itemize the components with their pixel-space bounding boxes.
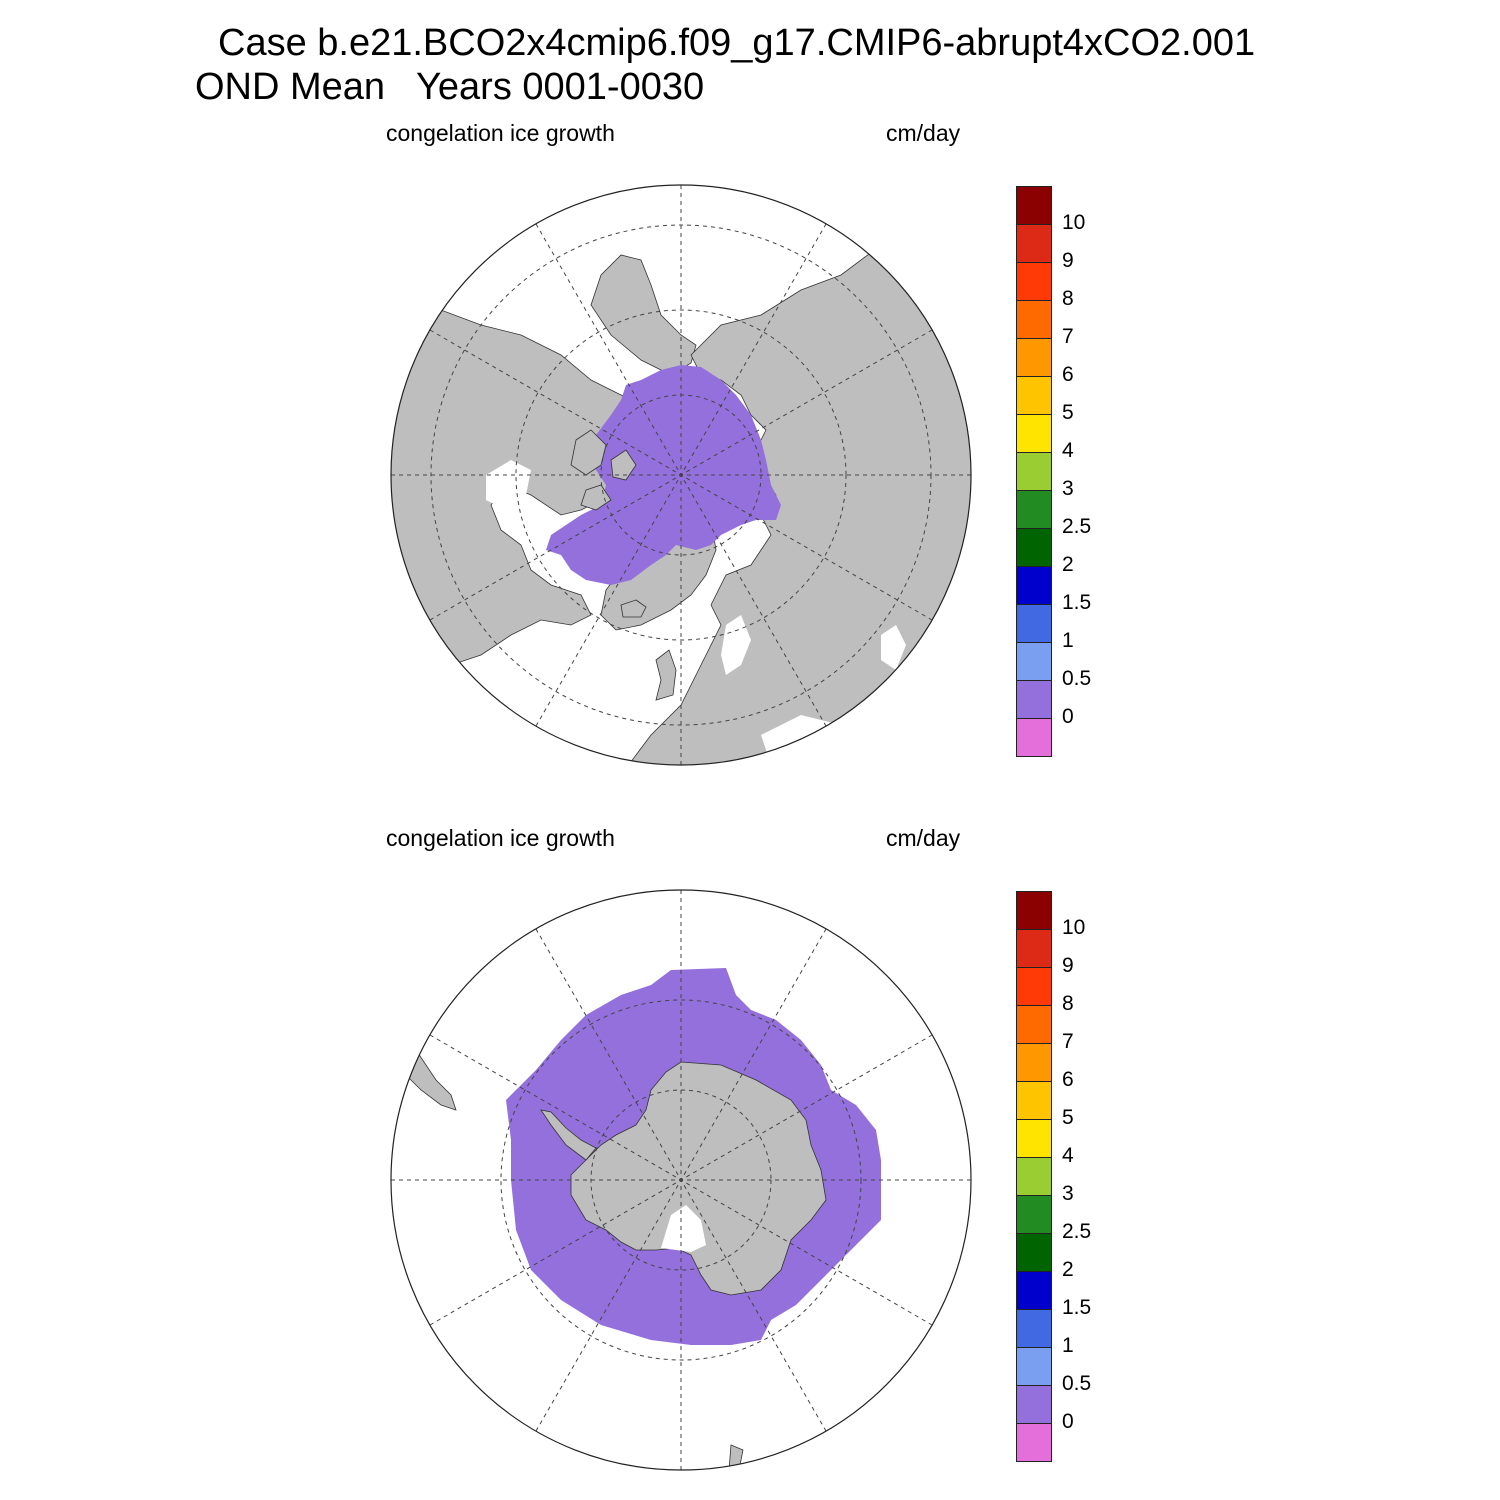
colorbar-tick-label: 2 xyxy=(1062,1258,1074,1281)
colorbar-tick-label: 1.5 xyxy=(1062,591,1092,614)
new-zealand-tip xyxy=(728,1444,744,1470)
graticule xyxy=(391,185,971,765)
colorbar-swatch xyxy=(1016,1157,1052,1196)
colorbar-tick-label: 1 xyxy=(1062,629,1074,652)
colorbar-tick-label: 8 xyxy=(1062,992,1074,1015)
colorbar-tick-label: 0 xyxy=(1062,705,1074,728)
antarctica-landmass xyxy=(570,1061,827,1296)
colorbar-swatch xyxy=(1016,452,1052,491)
colorbar-swatch xyxy=(1016,929,1052,968)
colorbar-tick-label: 3 xyxy=(1062,1182,1074,1205)
graticule xyxy=(391,890,971,1470)
hudson-bay xyxy=(486,460,531,510)
north-america-landmass xyxy=(391,309,677,676)
colorbar-swatch xyxy=(1016,338,1052,377)
variable-label: congelation ice growth xyxy=(386,120,615,146)
colorbar-swatch xyxy=(1016,566,1052,605)
colorbar-tick-label: 7 xyxy=(1062,325,1074,348)
colorbar-tick-label: 1 xyxy=(1062,1334,1074,1357)
canadian-archipelago xyxy=(570,429,637,511)
colorbar-swatch xyxy=(1016,1043,1052,1082)
colorbar-swatch xyxy=(1016,1385,1052,1424)
ross-sea xyxy=(661,1205,706,1252)
caspian-sea xyxy=(881,625,906,670)
colorbar-swatch xyxy=(1016,414,1052,453)
colorbar-tick-label: 0.5 xyxy=(1062,667,1092,690)
colorbar-tick-label: 0 xyxy=(1062,1410,1074,1433)
colorbar-tick-label: 2.5 xyxy=(1062,1220,1092,1243)
colorbar-swatch xyxy=(1016,1233,1052,1272)
colorbar-tick-label: 9 xyxy=(1062,249,1074,272)
units-label: cm/day xyxy=(886,120,961,146)
colorbar-swatch xyxy=(1016,718,1052,757)
colorbar-tick-label: 5 xyxy=(1062,1106,1074,1129)
colorbar-swatch xyxy=(1016,224,1052,263)
figure-title-period: OND Mean Years 0001-0030 xyxy=(195,66,705,108)
colorbar-swatch xyxy=(1016,967,1052,1006)
colorbar-swatch xyxy=(1016,186,1052,225)
colorbar-tick-label: 6 xyxy=(1062,363,1074,386)
colorbar-tick-label: 2 xyxy=(1062,553,1074,576)
colorbar-swatch xyxy=(1016,891,1052,930)
colorbar-tick-label: 4 xyxy=(1062,439,1074,462)
colorbar-tick-label: 2.5 xyxy=(1062,515,1092,538)
map-border xyxy=(390,889,972,1471)
colorbar-swatch xyxy=(1016,300,1052,339)
colorbar-swatch xyxy=(1016,1309,1052,1348)
colorbar-swatch xyxy=(1016,1195,1052,1234)
colorbar-tick-label: 7 xyxy=(1062,1030,1074,1053)
colorbar-swatch xyxy=(1016,680,1052,719)
alaska-landmass xyxy=(590,254,697,376)
colorbar-swatch xyxy=(1016,1423,1052,1462)
colorbar-tick-label: 6 xyxy=(1062,1068,1074,1091)
colorbar-tick-label: 5 xyxy=(1062,401,1074,424)
colorbar-swatch xyxy=(1016,1005,1052,1044)
arctic-polar-map xyxy=(390,184,972,766)
colorbar-swatch xyxy=(1016,262,1052,301)
colorbar-tick-label: 3 xyxy=(1062,477,1074,500)
colorbar-swatch xyxy=(1016,1081,1052,1120)
colorbar-swatch xyxy=(1016,376,1052,415)
colorbar-tick-label: 8 xyxy=(1062,287,1074,310)
colorbar-swatch xyxy=(1016,642,1052,681)
colorbar-swatch xyxy=(1016,604,1052,643)
variable-label: congelation ice growth xyxy=(386,825,615,851)
colorbar-tick-label: 1.5 xyxy=(1062,1296,1092,1319)
colorbar-tick-label: 10 xyxy=(1062,916,1086,939)
map-border xyxy=(390,184,972,766)
colorbar-swatch xyxy=(1016,490,1052,529)
british-isles xyxy=(655,649,677,701)
units-label: cm/day xyxy=(886,825,961,851)
iceland xyxy=(620,599,647,618)
colorbar-swatch xyxy=(1016,528,1052,567)
colorbar-tick-label: 0.5 xyxy=(1062,1372,1092,1395)
antarctic-polar-map xyxy=(390,889,972,1471)
baltic-sea xyxy=(721,615,751,675)
colorbar-swatch xyxy=(1016,1119,1052,1158)
colorbar-swatch xyxy=(1016,1347,1052,1386)
figure-title-case: Case b.e21.BCO2x4cmip6.f09_g17.CMIP6-abr… xyxy=(218,22,1256,64)
antarctic-peninsula xyxy=(540,1109,597,1161)
colorbar-tick-label: 9 xyxy=(1062,954,1074,977)
colorbar-tick-label: 4 xyxy=(1062,1144,1074,1167)
colorbar-swatch xyxy=(1016,1271,1052,1310)
colorbar-tick-label: 10 xyxy=(1062,211,1086,234)
